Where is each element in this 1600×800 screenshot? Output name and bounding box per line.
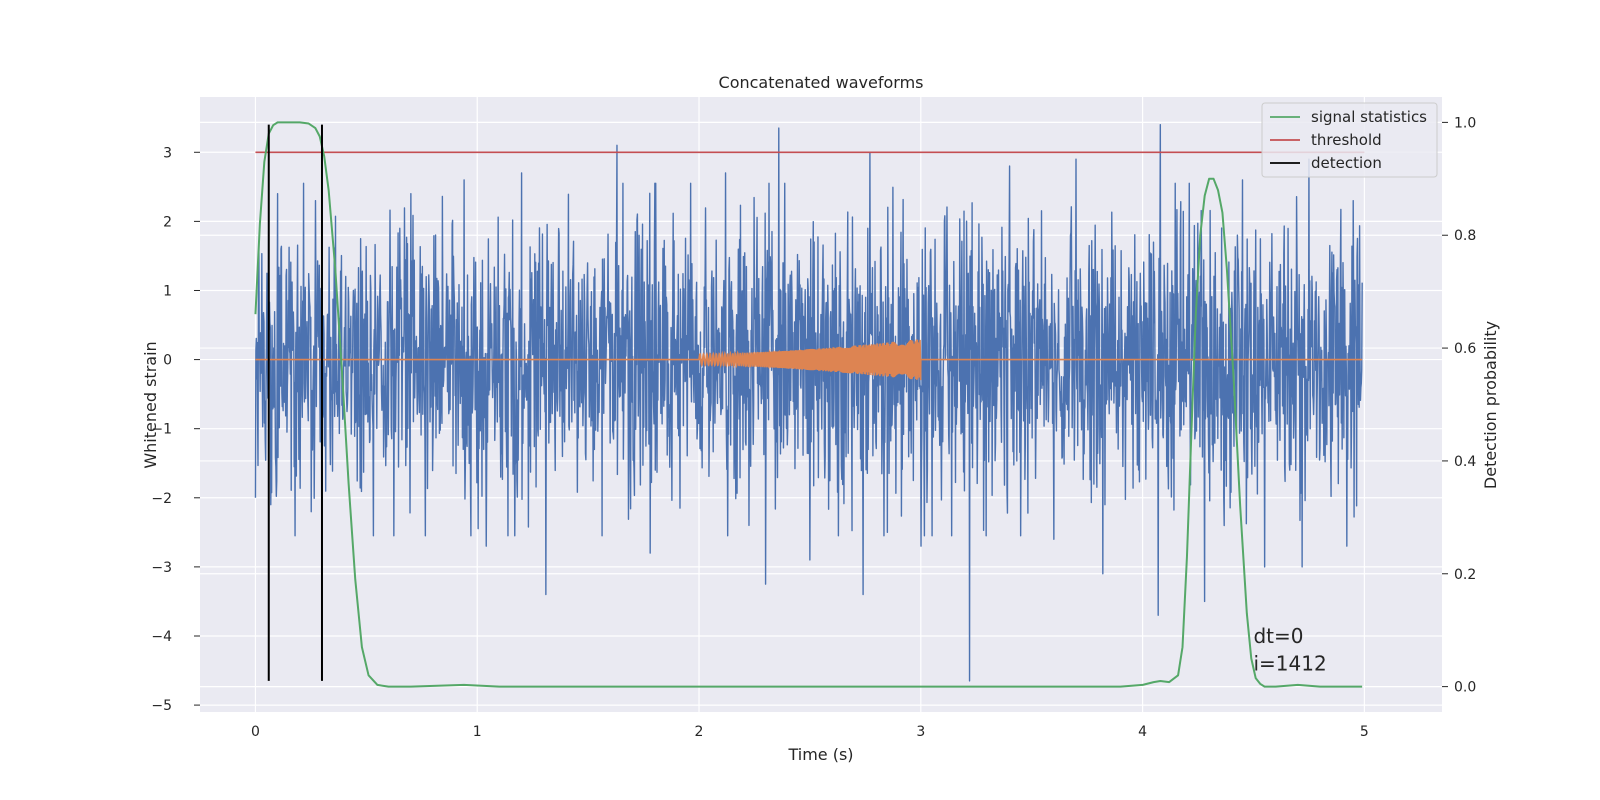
y-tick-label: −3 xyxy=(151,560,172,576)
right-axis-ticks: 0.0 0.2 0.4 0.6 0.8 1.0 xyxy=(1442,115,1476,696)
y-tick-label: 3 xyxy=(163,145,172,161)
right-axis-label: Detection probability xyxy=(1481,321,1500,489)
x-tick-label: 4 xyxy=(1138,724,1147,740)
y-axis-ticks: −5 −4 −3 −2 −1 0 1 2 3 xyxy=(151,145,200,714)
y-tick-label: −5 xyxy=(151,698,172,714)
chart-title: Concatenated waveforms xyxy=(719,73,924,92)
x-tick-label: 5 xyxy=(1360,724,1369,740)
annotation-0: dt=0 xyxy=(1253,624,1303,648)
legend-box xyxy=(1261,102,1438,178)
legend: signal statistics threshold detection xyxy=(1261,102,1438,178)
x-axis-label: Time (s) xyxy=(787,745,853,764)
signal-statistics-line xyxy=(254,121,1363,688)
y-tick-label: 1 xyxy=(163,283,172,299)
y-tick-label: −2 xyxy=(151,491,172,507)
whitened-strain-series xyxy=(254,123,1363,682)
y-axis-label: Whitened strain xyxy=(141,341,160,468)
legend-label-threshold: threshold xyxy=(1311,131,1382,149)
annotation-1: i=1412 xyxy=(1253,652,1326,676)
y-tick-label: −1 xyxy=(151,422,172,438)
detection-series xyxy=(267,124,323,681)
legend-label-signal-statistics: signal statistics xyxy=(1311,108,1427,126)
x-tick-label: 1 xyxy=(473,724,482,740)
y-tick-label: 2 xyxy=(163,214,172,230)
x-tick-label: 2 xyxy=(695,724,704,740)
legend-label-detection: detection xyxy=(1311,154,1382,172)
injected-signal-series xyxy=(255,339,1363,381)
right-tick-label: 0.0 xyxy=(1454,680,1476,696)
y-tick-label: −4 xyxy=(151,629,172,645)
signal-statistics-series xyxy=(254,121,1363,688)
x-tick-label: 0 xyxy=(251,724,260,740)
x-tick-label: 3 xyxy=(916,724,925,740)
injected-signal-line xyxy=(698,339,922,381)
right-tick-label: 0.8 xyxy=(1454,228,1476,244)
right-tick-label: 1.0 xyxy=(1454,115,1476,131)
right-tick-label: 0.4 xyxy=(1454,454,1476,470)
x-axis-ticks: 0 1 2 3 4 5 xyxy=(251,724,1369,740)
right-tick-label: 0.6 xyxy=(1454,341,1476,357)
right-tick-label: 0.2 xyxy=(1454,567,1476,583)
annotations: dt=0 i=1412 xyxy=(1253,624,1326,676)
y-tick-label: 0 xyxy=(163,353,172,369)
whitened-strain-line xyxy=(254,123,1363,682)
